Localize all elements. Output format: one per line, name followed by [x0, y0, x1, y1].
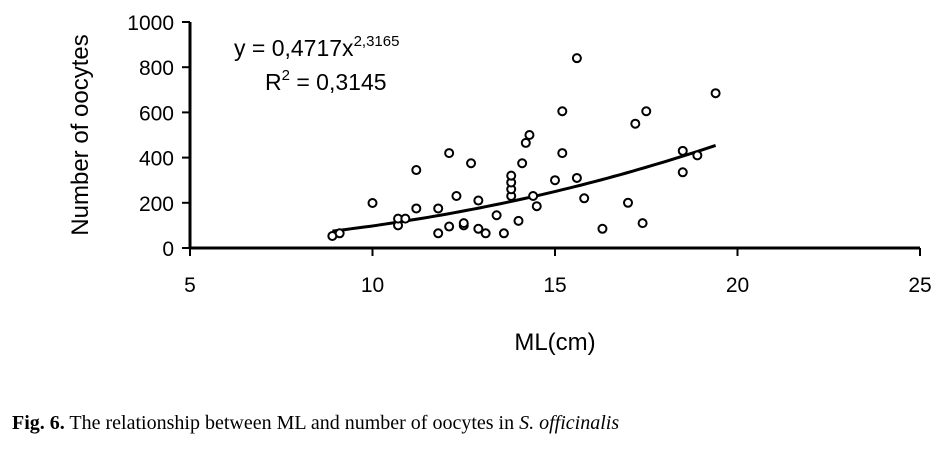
r2-exponent: 2	[282, 67, 290, 84]
axes: 5 10 15 20 25 0 200 400 600 800 1000	[127, 12, 931, 297]
data-point	[517, 158, 528, 169]
equation-exponent: 2,3165	[354, 33, 400, 50]
data-point	[528, 191, 539, 202]
trendline	[332, 143, 717, 233]
data-point	[367, 198, 378, 209]
data-point	[506, 170, 517, 181]
data-point	[550, 175, 560, 186]
data-point	[458, 218, 469, 229]
y-tick-label: 200	[139, 193, 174, 216]
trendline-group	[332, 143, 717, 233]
data-point	[630, 118, 641, 129]
r2-prefix: R	[265, 69, 282, 95]
data-point	[473, 195, 484, 206]
figure-caption: Fig. 6. The relationship between ML and …	[12, 412, 619, 435]
data-point	[597, 223, 608, 234]
data-point	[466, 158, 477, 169]
data-point	[524, 130, 535, 140]
x-tick-label: 20	[726, 274, 749, 297]
y-tick-label: 800	[139, 57, 174, 80]
x-tick-label: 15	[543, 274, 566, 297]
x-tick-label: 5	[184, 274, 196, 297]
y-tick-label: 1000	[127, 12, 174, 35]
data-point	[531, 201, 542, 212]
data-point	[411, 165, 422, 176]
x-axis-label: ML(cm)	[514, 329, 595, 356]
data-point	[571, 172, 582, 183]
data-point	[692, 150, 703, 161]
data-point	[498, 228, 509, 239]
data-point	[571, 53, 582, 64]
data-point	[334, 228, 345, 239]
r2-annotation: R2 = 0,3145	[265, 67, 387, 95]
caption-label: Fig. 6.	[12, 412, 65, 434]
r2-value: = 0,3145	[290, 69, 387, 95]
data-point	[491, 210, 502, 221]
data-point	[710, 88, 721, 99]
x-tick-label: 10	[361, 274, 384, 297]
data-point	[623, 197, 633, 208]
data-point	[480, 228, 491, 239]
data-point	[641, 106, 652, 117]
y-tick-label: 400	[139, 148, 174, 171]
data-point	[557, 106, 568, 117]
data-point	[579, 193, 590, 204]
y-axis-label: Number of oocytes	[67, 34, 94, 235]
data-point	[400, 213, 411, 224]
data-point	[637, 218, 648, 229]
data-point	[444, 148, 455, 159]
data-point	[473, 223, 484, 234]
data-point	[513, 215, 524, 226]
equation-annotation: y = 0,4717x2,3165	[234, 33, 399, 61]
data-point	[444, 221, 455, 232]
x-tick-label: 25	[908, 274, 931, 297]
data-point	[520, 137, 531, 148]
caption-species: S. officinalis	[519, 412, 620, 434]
data-point	[677, 145, 688, 156]
caption-text: The relationship between ML and number o…	[64, 412, 520, 434]
data-point	[411, 203, 422, 214]
y-tick-label: 0	[162, 238, 174, 261]
data-point	[433, 203, 444, 214]
data-point	[451, 191, 462, 202]
points-group	[327, 53, 721, 242]
y-tick-label: 600	[139, 102, 174, 125]
scatter-chart: 5 10 15 20 25 0 200 400 600 800 1000 ML(cm) Number…	[67, 12, 932, 356]
equation-prefix: y = 0,4717x	[234, 35, 354, 61]
data-point	[433, 228, 444, 239]
data-point	[677, 167, 688, 178]
data-point	[557, 148, 568, 159]
